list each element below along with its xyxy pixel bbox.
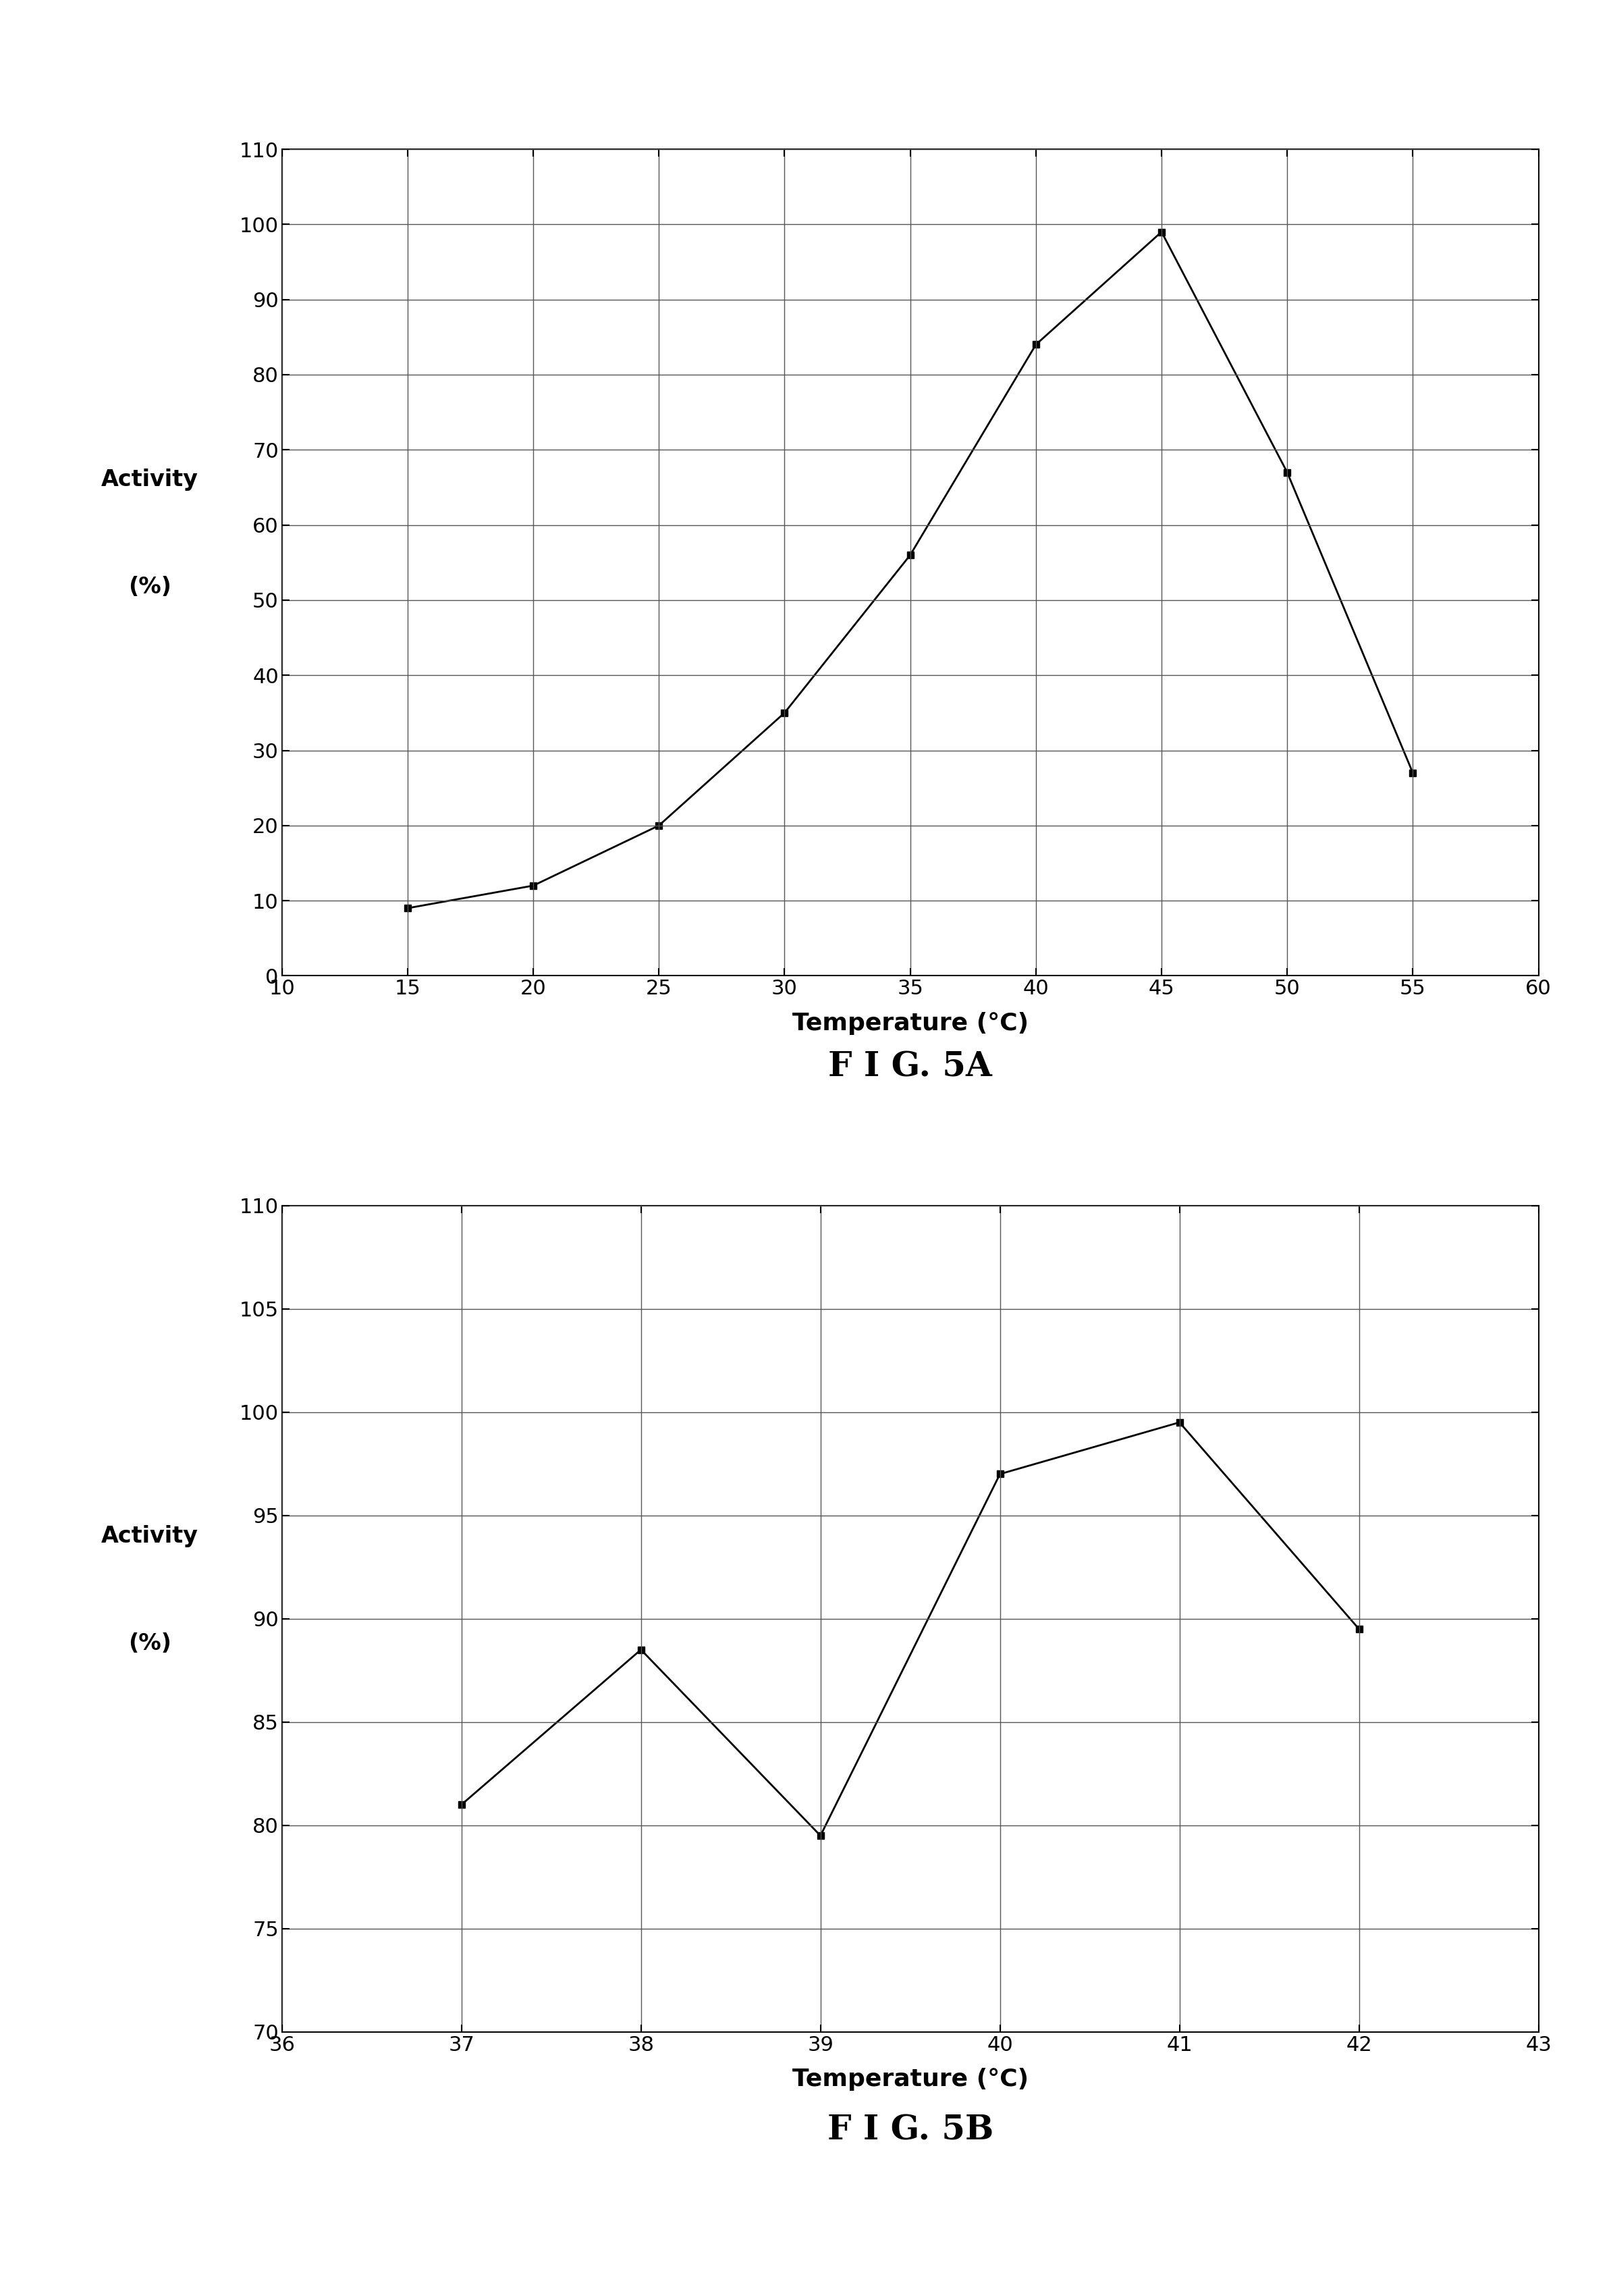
X-axis label: Temperature (°C): Temperature (°C) — [793, 2069, 1028, 2092]
Text: F I G. 5A: F I G. 5A — [828, 1052, 992, 1084]
Text: Activity: Activity — [101, 468, 198, 491]
Text: (%): (%) — [129, 576, 171, 599]
Text: (%): (%) — [129, 1632, 171, 1655]
Text: F I G. 5B: F I G. 5B — [826, 2115, 994, 2147]
Text: Activity: Activity — [101, 1525, 198, 1548]
X-axis label: Temperature (°C): Temperature (°C) — [793, 1013, 1028, 1035]
